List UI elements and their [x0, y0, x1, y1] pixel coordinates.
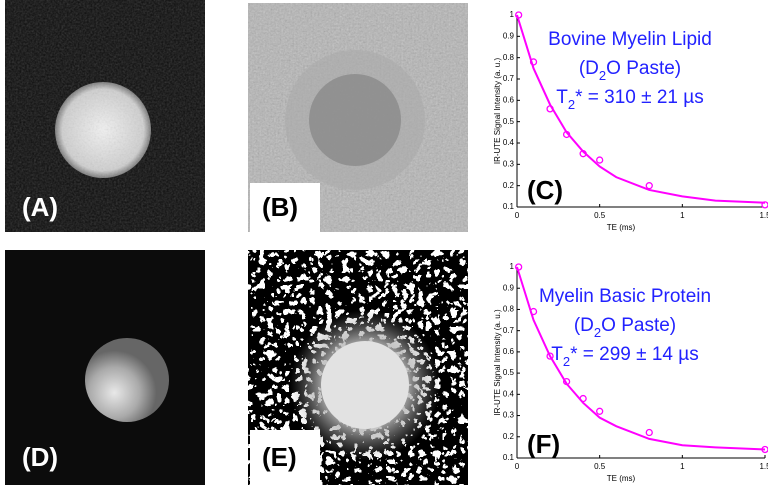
x-tick-label: 0 [515, 462, 520, 471]
annotation: (D2O Paste) [574, 315, 676, 340]
panel-label: (F) [527, 429, 560, 459]
y-tick-label: 0.7 [503, 326, 515, 335]
x-tick-label: 1 [680, 462, 685, 471]
x-tick-label: 1.5 [759, 462, 768, 471]
annotation-part: T [551, 344, 563, 365]
x-tick-label: 1 [680, 211, 685, 220]
annotation-part: O Paste) [601, 315, 676, 336]
annotation-part: 2 [563, 354, 570, 369]
y-tick-label: 0.8 [503, 53, 515, 62]
annotation-part: * = 299 ± 14 µs [570, 344, 699, 365]
y-tick-label: 0.1 [503, 453, 515, 462]
x-tick-label: 1.5 [759, 211, 768, 220]
annotation-part: T [556, 87, 568, 108]
annotation-part: O Paste) [606, 58, 681, 79]
annotation: T2* = 299 ± 14 µs [551, 344, 698, 369]
y-tick-label: 0.2 [503, 432, 515, 441]
x-tick-label: 0.5 [594, 462, 606, 471]
figure: (A) (B) (C) (D) (E) (F) 0.1 0.2 0.3 0.4 0.5 0… [0, 0, 768, 485]
data-point [597, 408, 603, 414]
y-tick-label: 0.9 [503, 31, 515, 40]
panel-label: (B) [262, 192, 298, 222]
y-tick-label: 0.6 [503, 95, 515, 104]
y-tick-label: 0.8 [503, 305, 515, 314]
y-tick-label: 0.5 [503, 117, 515, 126]
y-axis-title: IR-UTE Signal Intensity (a. u.) [493, 58, 502, 165]
y-tick-label: 1 [510, 10, 515, 19]
y-tick-label: 0.9 [503, 283, 515, 292]
annotation-part: 2 [594, 325, 601, 340]
annotation-part: (D [574, 315, 594, 336]
x-tick-label: 0.5 [594, 211, 606, 220]
y-tick-label: 0.4 [503, 138, 515, 147]
annotation-part: * = 310 ± 21 µs [575, 87, 704, 108]
data-point [597, 157, 603, 163]
data-point [646, 430, 652, 436]
y-tick-label: 0.7 [503, 74, 515, 83]
y-axis-title: IR-UTE Signal Intensity (a. u.) [493, 309, 502, 416]
panel-label: (D) [22, 442, 58, 472]
annotation: Bovine Myelin Lipid [548, 29, 712, 50]
y-tick-label: 1 [510, 262, 515, 271]
y-tick-label: 0.3 [503, 159, 515, 168]
y-tick-label: 0.3 [503, 411, 515, 420]
y-tick-label: 0.5 [503, 368, 515, 377]
data-point [646, 183, 652, 189]
y-tick-label: 0.4 [503, 389, 515, 398]
panel-label: (A) [22, 192, 58, 222]
annotation: (D2O Paste) [579, 58, 681, 83]
annotation: T2* = 310 ± 21 µs [556, 87, 703, 112]
y-tick-label: 0.2 [503, 181, 515, 190]
annotation-part: 2 [568, 97, 575, 112]
x-tick-label: 0 [515, 211, 520, 220]
y-tick-label: 0.6 [503, 347, 515, 356]
page: {"panels": {"labels": ["(A)", "(B)", "(C… [0, 0, 768, 485]
panel-label: (C) [527, 175, 563, 205]
x-axis-title: TE (ms) [607, 223, 636, 232]
panel-label: (E) [262, 442, 297, 472]
annotation-part: 2 [599, 68, 606, 83]
annotation-part: Bovine Myelin Lipid [548, 29, 712, 50]
x-axis-title: TE (ms) [607, 474, 636, 483]
annotation: Myelin Basic Protein [539, 286, 711, 307]
annotation-part: Myelin Basic Protein [539, 286, 711, 307]
annotation-part: (D [579, 58, 599, 79]
y-tick-label: 0.1 [503, 202, 515, 211]
